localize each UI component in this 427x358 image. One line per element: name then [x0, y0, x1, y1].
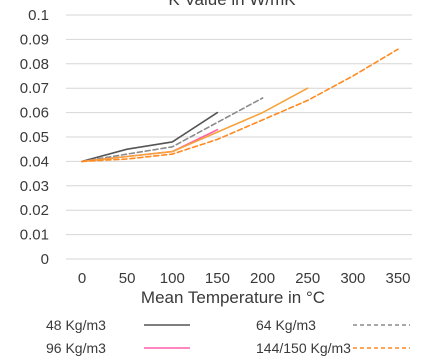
y-tick-label: 0.01 — [20, 227, 49, 244]
y-tick-label: 0.09 — [20, 31, 49, 48]
y-tick-label: 0.1 — [28, 7, 49, 24]
chart-title: K Value in W/mK — [168, 0, 296, 9]
legend: 48 Kg/m3 64 Kg/m3 96 Kg/m3 144/150 Kg/m3 — [46, 317, 410, 356]
y-tick-label: 0.05 — [20, 129, 49, 146]
legend-label: 64 Kg/m3 — [256, 317, 316, 333]
x-tick-labels: 0 50 100 150 200 250 300 350 — [78, 270, 411, 287]
y-tick-label: 0 — [41, 251, 49, 268]
x-tick-label: 250 — [295, 270, 320, 287]
legend-label: 96 Kg/m3 — [46, 340, 106, 356]
y-tick-label: 0.07 — [20, 80, 49, 97]
y-tick-label: 0.02 — [20, 202, 49, 219]
x-tick-label: 100 — [160, 270, 185, 287]
series-line-4 — [81, 87, 309, 163]
y-tick-label: 0.04 — [20, 153, 49, 170]
series-layer — [81, 48, 399, 163]
x-tick-label: 300 — [340, 270, 365, 287]
x-tick-label: 50 — [119, 270, 136, 287]
grid-layer — [66, 14, 412, 260]
x-axis-label: Mean Temperature in °C — [141, 288, 325, 307]
y-tick-label: 0.06 — [20, 105, 49, 122]
y-tick-labels: 0.1 0.09 0.08 0.07 0.06 0.05 0.04 0.03 0.02 0.01 0 — [20, 7, 49, 268]
x-tick-label: 150 — [205, 270, 230, 287]
x-tick-label: 0 — [78, 270, 86, 287]
y-tick-label: 0.03 — [20, 178, 49, 195]
legend-label: 144/150 Kg/m3 — [256, 340, 351, 356]
x-tick-label: 350 — [385, 270, 410, 287]
series-line-2 — [81, 97, 264, 163]
y-tick-label: 0.08 — [20, 56, 49, 73]
series-line-1 — [81, 111, 219, 163]
series-line-5 — [81, 48, 399, 163]
legend-label: 48 Kg/m3 — [46, 317, 106, 333]
x-tick-label: 200 — [250, 270, 275, 287]
